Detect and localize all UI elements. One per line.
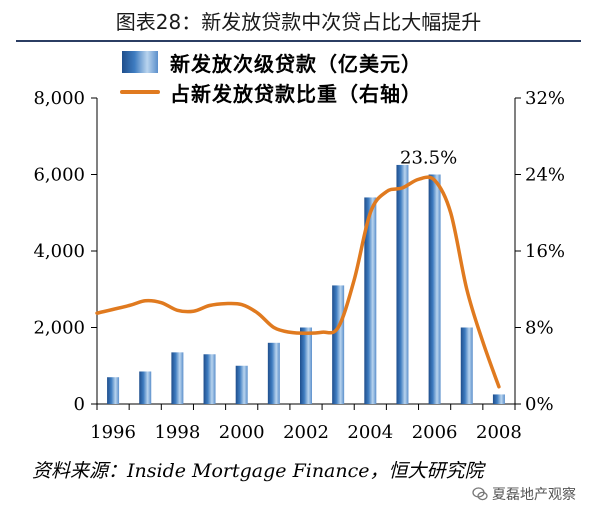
bar xyxy=(107,377,120,404)
x-axis-tick-label: 1996 xyxy=(90,422,136,443)
x-axis-tick-label: 2004 xyxy=(347,422,393,443)
bar xyxy=(267,342,280,404)
legend-label-line: 占新发放贷款比重（右轴） xyxy=(170,81,422,106)
watermark: 夏磊地产观察 xyxy=(472,484,576,504)
bar xyxy=(203,354,216,404)
legend: 新发放次级贷款（亿美元） 占新发放贷款比重（右轴） xyxy=(120,47,422,107)
legend-swatch-line xyxy=(120,90,160,94)
x-axis-tick-label: 2008 xyxy=(476,422,522,443)
legend-swatch-bars xyxy=(120,51,160,73)
x-axis-tick-label: 2000 xyxy=(219,422,265,443)
share-line xyxy=(95,175,501,389)
bar xyxy=(171,352,184,404)
bar xyxy=(332,285,345,404)
chart-title: 图表28：新发放贷款中次贷占比大幅提升 xyxy=(115,10,482,34)
bar xyxy=(364,197,377,404)
left-axis-tick-label: 2,000 xyxy=(33,318,85,339)
right-axis-tick-label: 16% xyxy=(525,241,565,262)
bar xyxy=(300,327,312,404)
left-axis-tick-label: 0 xyxy=(74,394,85,415)
right-axis-tick-label: 24% xyxy=(525,165,565,186)
title-divider xyxy=(16,40,581,42)
legend-item-line: 占新发放贷款比重（右轴） xyxy=(120,77,422,107)
right-axis-tick-label: 32% xyxy=(525,88,565,109)
bar xyxy=(235,365,248,404)
bar xyxy=(428,174,441,404)
peak-annotation: 23.5% xyxy=(400,147,457,168)
bar xyxy=(396,164,409,404)
x-axis-tick-label: 1998 xyxy=(154,422,200,443)
watermark-text: 夏磊地产观察 xyxy=(492,487,576,503)
legend-item-bars: 新发放次级贷款（亿美元） xyxy=(120,47,422,77)
wechat-icon xyxy=(472,487,488,501)
source-note: 资料来源：Inside Mortgage Finance，恒大研究院 xyxy=(32,460,484,482)
left-axis-tick-label: 4,000 xyxy=(33,241,85,262)
bar xyxy=(460,327,473,404)
left-axis-tick-label: 6,000 xyxy=(33,165,85,186)
right-axis-tick-label: 8% xyxy=(525,318,554,339)
bar xyxy=(139,371,152,404)
bar xyxy=(492,394,505,404)
x-axis-tick-label: 2006 xyxy=(412,422,458,443)
left-axis-tick-label: 8,000 xyxy=(33,88,85,109)
right-axis-tick-label: 0% xyxy=(525,394,554,415)
x-axis-tick-label: 2002 xyxy=(283,422,329,443)
legend-label-bars: 新发放次级贷款（亿美元） xyxy=(170,51,422,76)
